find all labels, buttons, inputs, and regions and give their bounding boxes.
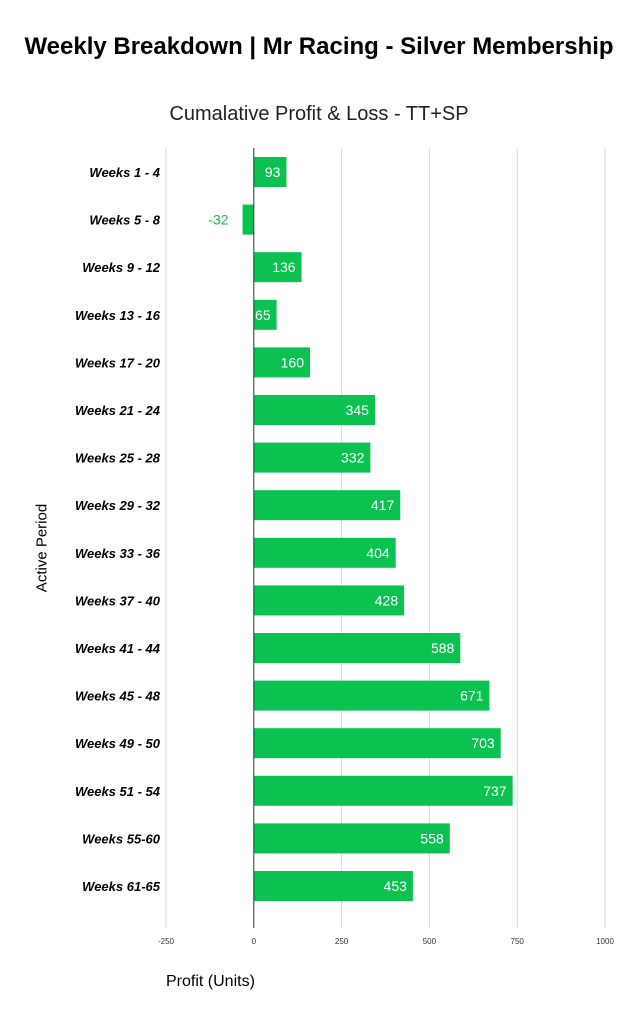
data-label: 428: [375, 592, 399, 608]
bar: [253, 633, 461, 663]
data-label: 332: [341, 450, 365, 466]
category-label: Weeks 9 - 12: [82, 260, 161, 275]
bar: [253, 775, 513, 806]
bar: [253, 395, 375, 425]
data-label: 417: [371, 497, 395, 513]
category-label: Weeks 55-60: [82, 831, 161, 846]
data-label: -32: [208, 212, 228, 228]
data-label: 558: [420, 830, 444, 846]
category-label: Weeks 45 - 48: [75, 689, 161, 704]
data-label: 737: [483, 783, 507, 799]
data-label: 588: [431, 640, 455, 656]
category-label: Weeks 49 - 50: [75, 736, 161, 751]
bar: [253, 442, 371, 473]
category-label: Weeks 13 - 16: [75, 308, 161, 323]
category-label: Weeks 41 - 44: [75, 641, 161, 656]
data-label: 65: [255, 307, 271, 323]
data-label: 703: [471, 735, 495, 751]
data-label: 160: [281, 354, 305, 370]
bar: [253, 347, 310, 378]
bar: [242, 204, 254, 235]
bar: [253, 299, 277, 330]
category-label: Weeks 21 - 24: [75, 403, 161, 418]
data-label: 404: [366, 545, 390, 561]
category-label: Weeks 33 - 36: [75, 546, 161, 561]
bar: [253, 728, 501, 759]
x-tick-label: 250: [335, 937, 349, 946]
category-label: Weeks 29 - 32: [75, 498, 161, 513]
x-tick-label: -250: [158, 937, 175, 946]
category-label: Weeks 1 - 4: [89, 165, 160, 180]
chart-title: Weekly Breakdown | Mr Racing - Silver Me…: [24, 33, 614, 60]
bar: [253, 490, 401, 521]
bar: [253, 252, 302, 283]
data-label: 136: [272, 259, 296, 275]
category-label: Weeks 61-65: [82, 879, 161, 894]
bar: [253, 537, 396, 568]
data-label: 453: [384, 878, 408, 894]
category-label: Weeks 5 - 8: [89, 213, 160, 228]
category-label: Weeks 51 - 54: [75, 784, 161, 799]
x-tick-label: 750: [511, 937, 525, 946]
category-label: Weeks 37 - 40: [75, 593, 161, 608]
bar: [253, 871, 413, 901]
x-axis-label: Profit (Units): [166, 973, 255, 990]
category-label: Weeks 25 - 28: [75, 451, 161, 466]
x-tick-label: 0: [252, 937, 257, 946]
bar: [253, 157, 287, 187]
bar: [253, 585, 405, 616]
bar: [253, 680, 490, 711]
chart-subtitle: Cumalative Profit & Loss - TT+SP: [169, 103, 469, 125]
data-label: 93: [265, 164, 281, 180]
x-tick-label: 1000: [596, 937, 614, 946]
category-label: Weeks 17 - 20: [75, 355, 161, 370]
data-label: 671: [460, 688, 484, 704]
bar: [253, 823, 450, 854]
x-tick-label: 500: [423, 937, 437, 946]
data-label: 345: [346, 402, 370, 418]
